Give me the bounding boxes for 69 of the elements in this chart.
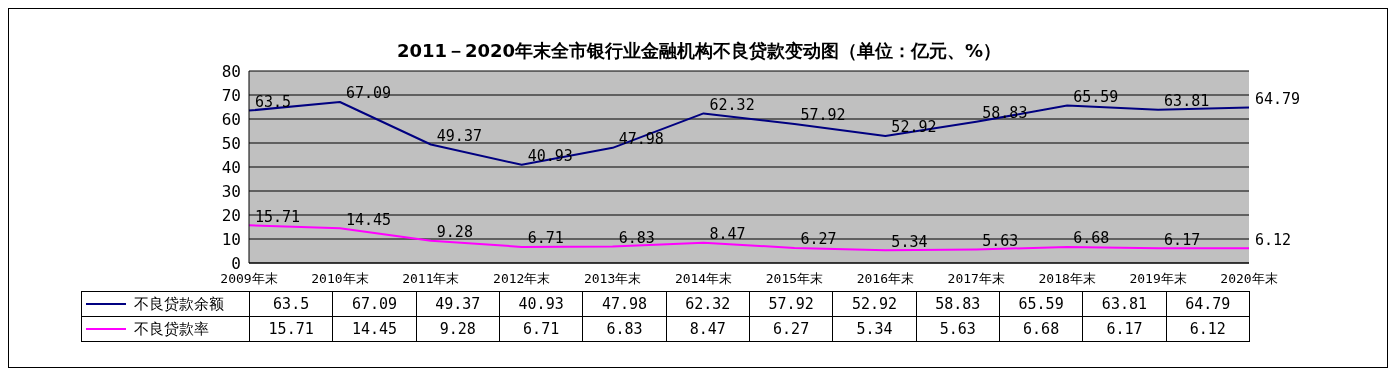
- data-label: 5.63: [916, 316, 1000, 342]
- line-series: [248, 224, 1250, 252]
- x-tick-label: 2010年末: [311, 271, 369, 287]
- x-tick-label: 2013年末: [583, 271, 642, 287]
- data-label: 6.68: [999, 316, 1083, 342]
- annotation: 9.28: [436, 223, 473, 242]
- annotation: 62.32: [709, 95, 755, 114]
- chart-title: 2011－2020年末全市银行业金融机构不良贷款变动图（单位：亿元、%）: [395, 39, 1003, 63]
- x-tick-label: 2009年末: [220, 271, 278, 287]
- data-label: 6.27: [749, 316, 833, 342]
- annotation: 63.5: [255, 92, 292, 111]
- data-label: 63.5: [249, 291, 333, 317]
- x-tick-label: 2020年末: [1220, 271, 1278, 287]
- annotation: 14.45: [345, 210, 392, 229]
- x-tick-label: 2015年末: [765, 271, 824, 287]
- data-label: 57.92: [749, 291, 833, 317]
- annotation: 6.83: [618, 228, 655, 247]
- annotation: 49.37: [436, 126, 482, 145]
- y-tick-label: 80: [221, 61, 241, 81]
- annotation: 63.81: [1164, 92, 1210, 111]
- x-tick-label: 2016年末: [856, 271, 915, 287]
- y-tick-label: 40: [221, 157, 241, 177]
- data-label: 62.32: [666, 291, 750, 317]
- y-tick-label: 30: [221, 181, 241, 201]
- y-tick-label: 60: [221, 109, 241, 129]
- y-tick-label: 10: [221, 229, 241, 249]
- y-tick-label: 70: [221, 85, 241, 105]
- annotation: 64.79: [1255, 89, 1301, 108]
- x-tick-label: 2018年末: [1038, 271, 1096, 287]
- annotation: 15.71: [255, 207, 301, 226]
- data-label: 67.09: [332, 291, 417, 317]
- annotation: 5.63: [982, 231, 1019, 250]
- data-label: 15.71: [249, 316, 333, 342]
- annotation: 6.68: [1073, 229, 1110, 248]
- data-label: 49.37: [416, 291, 500, 317]
- annotation: 65.59: [1073, 87, 1119, 106]
- data-label: 65.59: [999, 291, 1083, 317]
- legend-label: 不良贷款余额: [81, 291, 250, 317]
- x-tick-label: 2014年末: [674, 271, 733, 287]
- y-tick-label: 20: [221, 205, 241, 225]
- annotation: 8.47: [709, 225, 746, 243]
- legend-label: 不良贷款率: [81, 316, 250, 342]
- y-tick-label: 0: [231, 253, 241, 273]
- annotation: 57.92: [800, 106, 846, 125]
- x-tick-label: 2019年末: [1129, 271, 1187, 287]
- annotation: 5.34: [891, 232, 928, 251]
- data-label: 9.28: [416, 316, 500, 342]
- annotation: 67.09: [345, 84, 392, 103]
- data-label: 6.71: [499, 316, 583, 342]
- data-label: 8.47: [666, 316, 750, 342]
- annotation: 6.17: [1164, 230, 1201, 249]
- data-label: 58.83: [916, 291, 1000, 317]
- data-label: 63.81: [1082, 291, 1167, 317]
- data-label: 5.34: [832, 316, 917, 342]
- annotation: 6.71: [527, 229, 564, 248]
- data-label: 52.92: [832, 291, 917, 317]
- annotation: 6.12: [1255, 230, 1292, 249]
- data-label: 64.79: [1166, 291, 1250, 317]
- data-label: 6.17: [1082, 316, 1167, 342]
- y-tick-label: 50: [221, 133, 241, 153]
- data-label: 47.98: [582, 291, 667, 317]
- x-tick-label: 2017年末: [947, 271, 1005, 287]
- data-label: 6.12: [1166, 316, 1250, 342]
- data-label: 14.45: [332, 316, 417, 342]
- x-tick-label: 2012年末: [493, 271, 551, 287]
- data-label: 40.93: [499, 291, 583, 317]
- annotation: 6.27: [800, 230, 837, 249]
- data-label: 6.83: [582, 316, 667, 342]
- x-tick-label: 2011年末: [402, 271, 460, 287]
